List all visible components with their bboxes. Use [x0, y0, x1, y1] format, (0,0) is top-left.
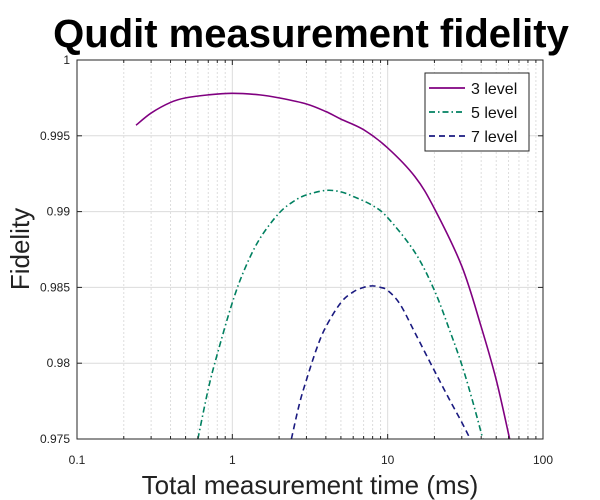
y-tick-label: 1 — [63, 53, 70, 67]
x-axis-label: Total measurement time (ms) — [142, 470, 479, 500]
legend-label: 5 level — [471, 105, 517, 122]
legend: 3 level 5 level 7 level — [424, 72, 530, 152]
y-axis-label: Fidelity — [5, 208, 35, 290]
x-tick-label: 10 — [381, 453, 395, 467]
series-line-3 — [290, 285, 471, 439]
series-layer — [135, 92, 511, 439]
x-tick-label: 1 — [229, 453, 236, 467]
y-tick-label: 0.985 — [40, 280, 70, 294]
legend-box — [424, 72, 530, 152]
y-tick-label: 0.975 — [40, 432, 70, 446]
series-line-1 — [135, 92, 511, 439]
y-tick-label: 0.98 — [47, 356, 71, 370]
ticks: 0.1 1 10 100 0.975 0.98 0.985 0.99 0.995 1 — [40, 53, 553, 467]
plot-frame — [76, 59, 544, 440]
y-tick-label: 0.995 — [40, 129, 70, 143]
x-tick-label: 0.1 — [69, 453, 86, 467]
chart-title: Qudit measurement fidelity — [53, 12, 569, 56]
y-tick-label: 0.99 — [47, 205, 71, 219]
legend-label: 3 level — [471, 81, 517, 98]
x-tick-label: 100 — [533, 453, 553, 467]
series-line-2 — [197, 189, 484, 439]
legend-label: 7 level — [471, 129, 517, 146]
